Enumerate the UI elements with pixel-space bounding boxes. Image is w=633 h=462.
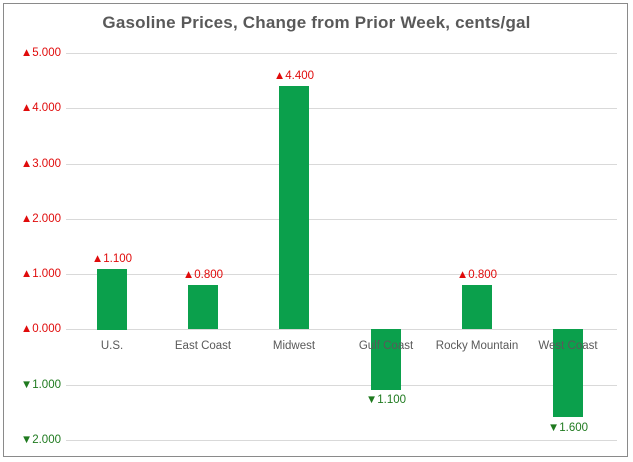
bar	[553, 329, 583, 417]
bar	[371, 329, 401, 390]
bar-value-label: ▲4.400	[273, 70, 315, 82]
bar-value-label: ▲1.100	[91, 253, 133, 265]
gridline	[66, 274, 617, 275]
gridline	[66, 53, 617, 54]
bar-value-label: ▼1.100	[365, 394, 407, 406]
gridline	[66, 108, 617, 109]
category-label: Gulf Coast	[358, 340, 414, 352]
gridline	[66, 440, 617, 441]
y-axis-tick-label: ▼1.000	[20, 379, 61, 391]
y-axis-tick-label: ▲5.000	[20, 47, 61, 59]
bar	[279, 86, 309, 329]
chart-title: Gasoline Prices, Change from Prior Week,…	[102, 13, 531, 32]
category-label: West Coast	[538, 340, 598, 352]
bar-value-label: ▲0.800	[182, 269, 224, 281]
y-axis-tick-label: ▲3.000	[20, 158, 61, 170]
bar-value-label: ▼1.600	[547, 422, 589, 434]
y-axis-tick-label: ▲4.000	[20, 102, 61, 114]
bar	[188, 285, 218, 329]
bar	[97, 269, 127, 330]
gridline	[66, 219, 617, 220]
category-label: U.S.	[100, 340, 124, 352]
gridline	[66, 164, 617, 165]
bar	[462, 285, 492, 329]
y-axis-tick-label: ▲1.000	[20, 268, 61, 280]
category-label: Midwest	[272, 340, 316, 352]
gridline	[66, 385, 617, 386]
y-axis-tick-label: ▼2.000	[20, 434, 61, 446]
y-axis-tick-label: ▲2.000	[20, 213, 61, 225]
category-label: East Coast	[174, 340, 232, 352]
category-label: Rocky Mountain	[435, 340, 519, 352]
bar-value-label: ▲0.800	[456, 269, 498, 281]
gridline	[66, 329, 617, 330]
y-axis-tick-label: ▲0.000	[20, 323, 61, 335]
